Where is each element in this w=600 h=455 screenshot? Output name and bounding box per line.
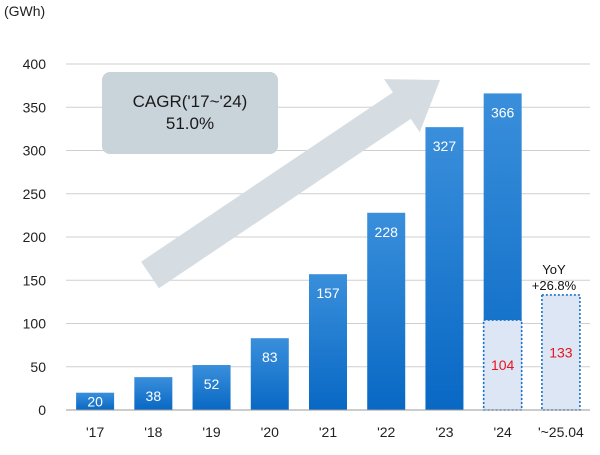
bar-value-label: 20 bbox=[87, 393, 103, 409]
yoy-annotation: YoY +26.8% bbox=[526, 262, 582, 294]
bar bbox=[425, 127, 464, 411]
x-tick-label: '~25.04 bbox=[538, 424, 584, 440]
highlight-segment-label: 104 bbox=[491, 357, 515, 373]
bar bbox=[309, 274, 347, 410]
bar-value-label: 83 bbox=[262, 349, 278, 365]
growth-arrow-shape bbox=[141, 79, 440, 289]
x-tick-label: '23 bbox=[435, 424, 453, 440]
highlight-segment bbox=[482, 319, 523, 411]
bar-value-label: 52 bbox=[204, 376, 220, 392]
bar-value-label: 366 bbox=[491, 104, 515, 120]
highlight-segment-label: 133 bbox=[549, 344, 573, 360]
x-tick-label: '18 bbox=[144, 424, 162, 440]
y-axis-unit-label: (GWh) bbox=[4, 3, 46, 19]
bar bbox=[192, 365, 231, 410]
bar-value-label: 228 bbox=[375, 224, 399, 240]
cagr-callout: CAGR('17~'24) 51.0% bbox=[102, 72, 278, 154]
y-tick-label: 0 bbox=[38, 402, 46, 418]
x-tick-label: '24 bbox=[494, 424, 512, 440]
x-tick-label: '20 bbox=[261, 424, 279, 440]
x-tick-label: '22 bbox=[377, 424, 395, 440]
y-tick-label: 150 bbox=[23, 272, 47, 288]
y-tick-label: 300 bbox=[23, 143, 47, 159]
cagr-callout-title: CAGR('17~'24) bbox=[132, 92, 248, 111]
highlight-segment bbox=[541, 294, 581, 411]
bar bbox=[367, 212, 406, 410]
x-tick-label: '17 bbox=[86, 424, 104, 440]
x-tick-label: '19 bbox=[202, 424, 220, 440]
bar-value-label: 327 bbox=[433, 138, 457, 154]
yoy-value: +26.8% bbox=[531, 278, 577, 293]
cagr-callout-value: 51.0% bbox=[165, 114, 215, 133]
y-tick-label: 100 bbox=[23, 316, 47, 332]
bar bbox=[250, 338, 289, 410]
y-tick-label: 50 bbox=[30, 359, 46, 375]
growth-arrow bbox=[141, 79, 440, 289]
x-tick-label: '21 bbox=[319, 424, 337, 440]
bars bbox=[76, 93, 581, 411]
y-tick-label: 200 bbox=[23, 229, 47, 245]
y-tick-label: 400 bbox=[23, 56, 47, 72]
y-tick-label: 350 bbox=[23, 99, 47, 115]
yoy-label: YoY bbox=[542, 262, 566, 277]
data-labels: 20 38 52 83 157 228 327 104 366 133 bbox=[87, 104, 572, 409]
axes: 0 50 100 150 200 250 300 350 400 '17 '18 '19 '20 '21 '… bbox=[23, 56, 590, 440]
bar-value-label: 157 bbox=[316, 285, 340, 301]
bar-value-label: 38 bbox=[146, 388, 162, 404]
y-tick-label: 250 bbox=[23, 186, 47, 202]
bar bbox=[134, 377, 173, 410]
bar bbox=[76, 392, 115, 410]
